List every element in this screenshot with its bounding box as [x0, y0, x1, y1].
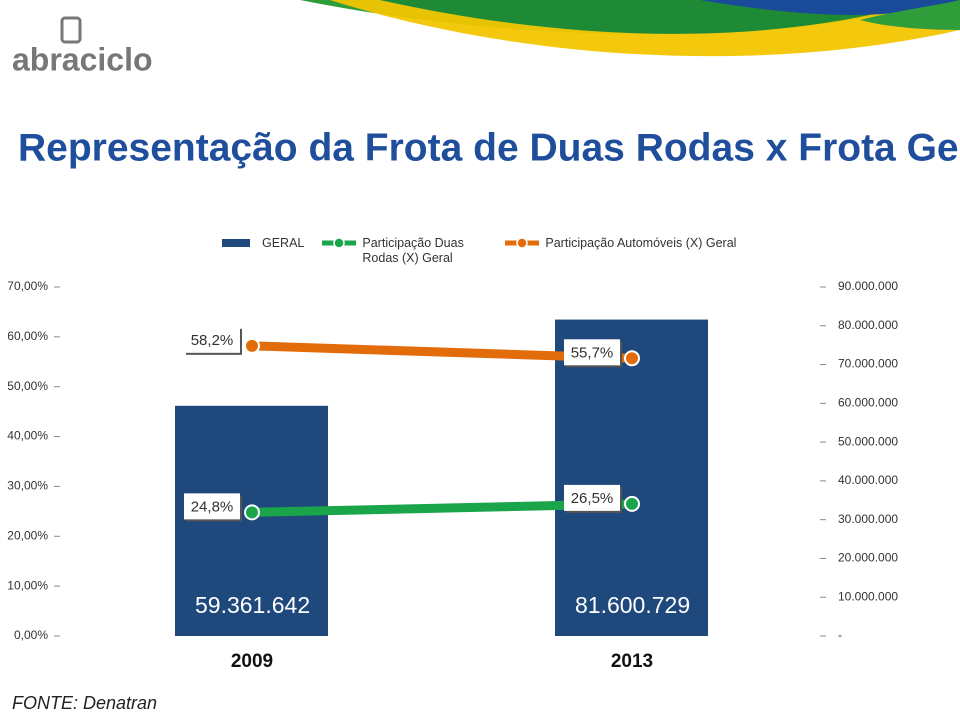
x-tick-label: 2013 — [611, 651, 653, 672]
bar-value-label: 59.361.642 — [195, 592, 310, 618]
label-box — [184, 326, 240, 353]
y2-tick-label: 50.000.000 — [838, 434, 898, 448]
y2-tick-label: 90.000.000 — [838, 279, 898, 293]
label-box — [564, 484, 620, 511]
y-tick-label: 0,00% — [14, 628, 48, 642]
data-label: 24,8% — [191, 498, 234, 515]
decor-swoosh — [860, 0, 960, 30]
y2-tick-label: 80.000.000 — [838, 318, 898, 332]
logo-icon — [60, 16, 82, 44]
legend-item: Participação Duas Rodas (X) Geral — [322, 236, 487, 266]
legend-item: Participação Automóveis (X) Geral — [505, 236, 736, 266]
decor-swoosh — [700, 0, 960, 15]
legend-swatch — [222, 239, 250, 247]
data-label: 58,2% — [191, 332, 234, 349]
line-marker — [244, 337, 260, 354]
y-tick-label: 40,00% — [7, 429, 48, 443]
legend-label: Participação Automóveis (X) Geral — [545, 236, 737, 250]
y2-tick-label: 70.000.000 — [838, 357, 898, 371]
legend-label: Participação Duas Rodas (X) Geral — [362, 236, 464, 265]
legend-marker — [516, 237, 529, 249]
x-tick-label: 2009 — [231, 651, 273, 672]
logo: abraciclo — [12, 41, 153, 77]
data-label: 26,5% — [571, 490, 614, 507]
bar-value-label: 81.600.729 — [575, 592, 690, 618]
y2-tick-label: 10.000.000 — [838, 589, 898, 603]
line-marker — [624, 495, 640, 512]
y-tick-label: 70,00% — [7, 279, 48, 293]
legend-symbol — [322, 237, 357, 249]
y2-tick-label: 30.000.000 — [838, 512, 898, 526]
line-marker — [624, 350, 640, 367]
label-box — [184, 493, 240, 520]
data-label: 55,7% — [571, 344, 614, 361]
legend-marker — [333, 237, 346, 249]
y2-tick-label: 60.000.000 — [838, 396, 898, 410]
legend-symbol — [505, 237, 540, 249]
legend-label: GERAL — [262, 236, 305, 250]
y-tick-label: 50,00% — [7, 379, 48, 393]
y2-tick-label: - — [838, 628, 842, 642]
bar — [555, 319, 708, 636]
y-tick-label: 30,00% — [7, 479, 48, 493]
line-marker — [244, 504, 260, 521]
legend-symbol — [222, 239, 250, 247]
source: FONTE: Denatran — [12, 693, 157, 712]
legend-item: GERAL — [222, 236, 304, 266]
y2-tick-label: 20.000.000 — [838, 551, 898, 565]
legend: GERAL Participação Duas Rodas (X) Geral Pa… — [222, 236, 736, 266]
chart-title: Representação da Frota de Duas Rodas x F… — [18, 126, 960, 169]
y-tick-label: 60,00% — [7, 329, 48, 343]
y2-tick-label: 40.000.000 — [838, 473, 898, 487]
y-tick-label: 10,00% — [7, 578, 48, 592]
label-box — [564, 339, 620, 366]
y-tick-label: 20,00% — [7, 528, 48, 542]
